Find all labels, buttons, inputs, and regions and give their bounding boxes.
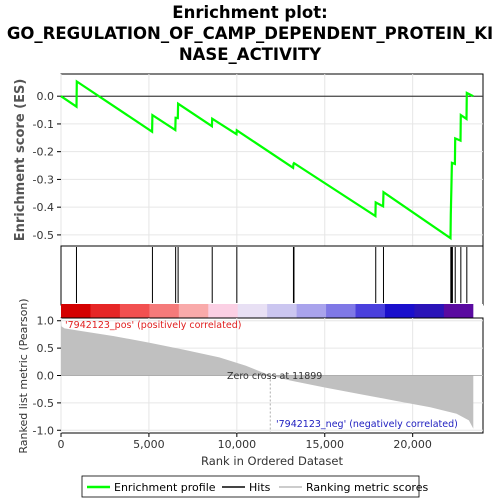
es-plot-area <box>60 73 484 247</box>
heatmap-cell-12 <box>414 304 445 318</box>
es-ytick-label-1: -0.1 <box>33 118 54 131</box>
metric-xtick-label-2: 10,000 <box>218 438 257 451</box>
rank-heatmap-bar <box>61 304 483 318</box>
es-ytick-label-0: 0.0 <box>37 90 55 103</box>
heatmap-cell-2 <box>119 304 150 318</box>
es-y-axis-label: Enrichment score (ES) <box>13 79 28 242</box>
heatmap-cell-13 <box>443 304 474 318</box>
zero-cross-label: Zero cross at 11899 <box>227 371 322 382</box>
metric-xtick-label-0: 0 <box>58 438 65 451</box>
heatmap-cell-5 <box>208 304 239 318</box>
legend-hits-label: Hits <box>249 481 271 494</box>
title-line-1: Enrichment plot: <box>172 3 328 22</box>
chart-title: Enrichment plot: GO_REGULATION_OF_CAMP_D… <box>0 2 500 65</box>
metric-ytick-label-0: 1.0 <box>37 315 55 328</box>
ranking-metric-area <box>61 320 474 429</box>
heatmap-cell-7 <box>267 304 298 318</box>
es-ytick-label-2: -0.2 <box>33 146 54 159</box>
enrichment-score-panel: 0.0 -0.1 -0.2 -0.3 -0.4 -0.5 Enrichment score… <box>13 73 484 247</box>
heatmap-cell-4 <box>178 304 209 318</box>
metric-xtick-label-1: 5,000 <box>133 438 165 451</box>
heatmap-cell-0 <box>61 304 91 318</box>
heatmap-cell-10 <box>355 304 386 318</box>
metric-ytick-label-3: -0.5 <box>33 397 54 410</box>
metric-xtick-label-4: 20,000 <box>393 438 432 451</box>
metric-ytick-label-1: 0.5 <box>37 342 55 355</box>
heatmap-cell-11 <box>384 304 415 318</box>
heatmap-cell-3 <box>149 304 180 318</box>
title-line-3: NASE_ACTIVITY <box>178 45 322 64</box>
legend-enrichment-label: Enrichment profile <box>114 481 216 494</box>
ranking-metric-panel: 1.0 0.5 0.0 -0.5 -1.0 0 5,000 10,000 15,000 20,0… <box>17 298 484 468</box>
legend: Enrichment profile Hits Ranking metric s… <box>81 475 428 498</box>
metric-x-ticks: 0 5,000 10,000 15,000 20,000 <box>58 433 432 451</box>
es-y-ticks: 0.0 -0.1 -0.2 -0.3 -0.4 -0.5 <box>33 90 61 242</box>
metric-ytick-label-4: -1.0 <box>33 424 54 437</box>
es-ytick-label-5: -0.5 <box>33 229 54 242</box>
heatmap-cell-8 <box>296 304 327 318</box>
heatmap-cell-6 <box>237 304 268 318</box>
heatmap-tail <box>473 304 483 318</box>
metric-ytick-label-2: 0.0 <box>37 370 55 383</box>
metric-xtick-label-3: 15,000 <box>306 438 345 451</box>
legend-metric-label: Ranking metric scores <box>306 481 428 494</box>
negative-label: '7942123_neg' (negatively correlated) <box>276 419 458 430</box>
metric-x-axis-label: Rank in Ordered Dataset <box>201 454 344 468</box>
legend-box <box>81 475 420 498</box>
hits-plot-area <box>60 245 484 306</box>
enrichment-profile-line <box>60 79 474 241</box>
es-ytick-label-4: -0.4 <box>33 201 54 214</box>
heatmap-cell-9 <box>326 304 357 318</box>
heatmap-cell-1 <box>90 304 121 318</box>
positive-label: '7942123_pos' (positively correlated) <box>65 320 241 331</box>
hits-panel <box>60 245 484 318</box>
title-line-2: GO_REGULATION_OF_CAMP_DEPENDENT_PROTEIN_… <box>6 24 494 43</box>
metric-y-ticks: 1.0 0.5 0.0 -0.5 -1.0 <box>33 315 61 437</box>
hit-marks <box>75 247 468 303</box>
metric-y-axis-label: Ranked list metric (Pearson) <box>17 298 30 453</box>
es-ytick-label-3: -0.3 <box>33 173 54 186</box>
